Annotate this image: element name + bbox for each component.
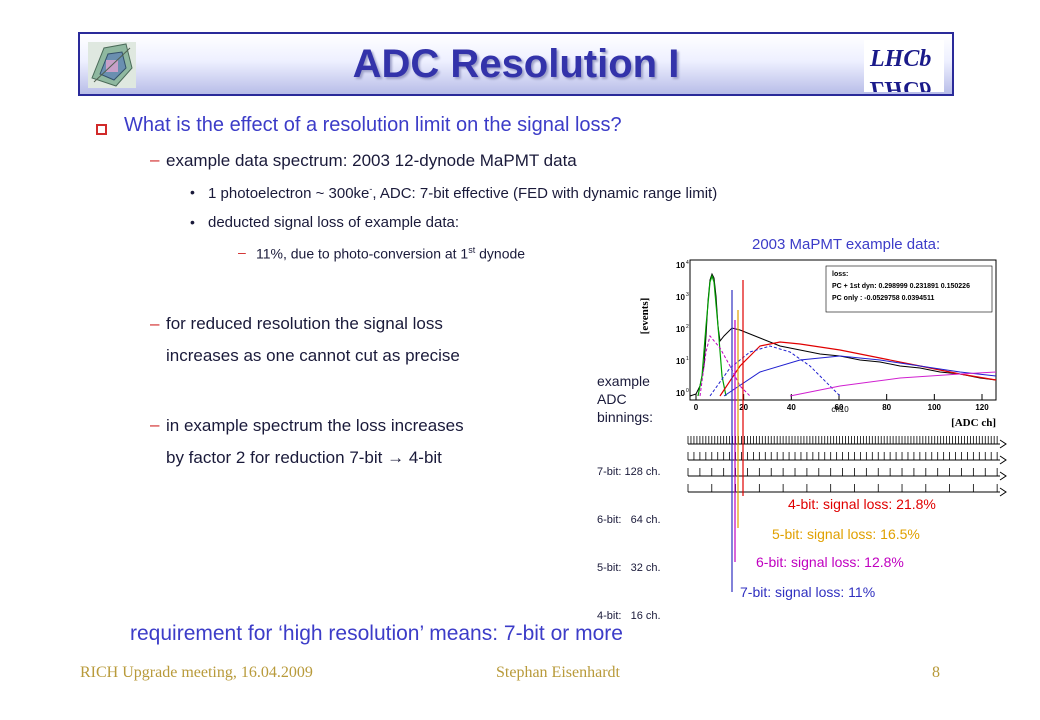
- x-axis-label: [ADC ch]: [951, 417, 996, 429]
- photo-bullet: 1 photoelectron ~ 300ke-, ADC: 7-bit eff…: [208, 184, 718, 202]
- y-tick-exponent: 2: [686, 324, 689, 330]
- x-tick-label: 20: [739, 403, 748, 412]
- first-dynode-fit: [709, 345, 841, 397]
- crosstalk-fit: [699, 334, 751, 397]
- svg-text:LHCb: LHCb: [869, 76, 931, 92]
- x-tick-label: 40: [787, 403, 796, 412]
- square-bullet-icon: [96, 124, 107, 135]
- main-bullet: What is the effect of a resolution limit…: [124, 114, 622, 136]
- binnings-title-line: ADC: [597, 391, 627, 407]
- deducted-bullet: deducted signal loss of example data:: [208, 214, 459, 231]
- y-tick-exponent: 4: [686, 260, 689, 266]
- binning-6bit: 6-bit: 64 ch.: [597, 514, 661, 526]
- x-tick-label: 0: [694, 403, 699, 412]
- plot-frame: [689, 259, 997, 401]
- ruler-6bit: [687, 452, 1007, 465]
- loss-5bit: 5-bit: signal loss: 16.5%: [772, 526, 920, 542]
- y-tick-exponent: 0: [686, 388, 689, 394]
- binnings-title-line: example: [597, 373, 650, 389]
- binnings-list: 7-bit: 128 ch. 6-bit: 64 ch. 5-bit: 32 c…: [597, 432, 661, 640]
- dash-bullet-icon: –: [238, 244, 246, 260]
- ruler-5bit: [687, 468, 1007, 481]
- y-tick-label: 10: [676, 357, 685, 366]
- y-tick-label: 10: [676, 389, 685, 398]
- y-tick-label: 10: [676, 261, 685, 270]
- lhcb-logo: LHCb LHCb: [864, 40, 944, 102]
- x-tick-label: 120: [975, 403, 989, 412]
- footer-author: Stephan Eisenhardt: [496, 664, 620, 681]
- y-axis-label: [events]: [640, 298, 651, 335]
- svg-text:LHCb: LHCb: [869, 46, 931, 72]
- dot-bullet-icon: •: [190, 214, 195, 230]
- pedestal-fit: [697, 274, 727, 397]
- x-ticks: 0 20 40 60 80 100 120: [694, 394, 989, 412]
- binning-rulers: [687, 280, 1007, 592]
- ruler-arrow-icon: [999, 439, 1007, 449]
- title-bar: ADC Resolution I LHCb LHCb: [78, 32, 954, 102]
- ruler-arrow-icon: [999, 471, 1007, 481]
- legend-row-2: PC only : -0.0529758 0.0394511: [832, 295, 934, 302]
- footer-page-number: 8: [932, 664, 940, 681]
- binning-5bit: 5-bit: 32 ch.: [597, 562, 661, 574]
- ruler-arrow-icon: [999, 455, 1007, 465]
- legend-title: loss:: [832, 271, 848, 278]
- footer-meeting: RICH Upgrade meeting, 16.04.2009: [80, 664, 313, 681]
- legend-row-1: PC + 1st dyn: 0.298999 0.231891 0.150226: [832, 283, 970, 290]
- binning-7bit: 7-bit: 128 ch.: [597, 466, 661, 478]
- x-tick-label: 60: [835, 403, 844, 412]
- dash-bullet-icon: –: [150, 415, 160, 434]
- double-pe-fit: [789, 371, 997, 397]
- y-tick-label: 10: [676, 293, 685, 302]
- loss-4bit: 4-bit: signal loss: 21.8%: [788, 496, 936, 512]
- requirement-bullet: requirement for ‘high resolution’ means:…: [130, 622, 623, 645]
- y-tick-exponent: 3: [686, 292, 689, 298]
- dash-bullet-icon: –: [150, 314, 160, 333]
- figure-caption: 2003 MaPMT example data:: [752, 236, 941, 253]
- dot-bullet-icon: •: [190, 184, 195, 200]
- fit-legend: [825, 265, 993, 313]
- binnings-title: example ADC binnings:: [597, 372, 653, 426]
- loss-6bit: 6-bit: signal loss: 12.8%: [756, 554, 904, 570]
- reduced-line-2: increases as one cannot cut as precise: [166, 346, 460, 365]
- ruler-4bit: [687, 484, 1007, 497]
- reduced-line-1: for reduced resolution the signal loss: [166, 314, 443, 333]
- ruler-arrow-icon: [999, 487, 1007, 497]
- y-tick-exponent: 1: [686, 356, 689, 362]
- x-axis-name: ch10: [831, 405, 849, 414]
- example-bullet: example data spectrum: 2003 12-dynode Ma…: [166, 151, 577, 170]
- x-tick-label: 100: [928, 403, 942, 412]
- slide-title: ADC Resolution I: [352, 42, 680, 86]
- increase-line-2: by factor 2 for reduction 7-bit → 4-bit: [166, 448, 442, 467]
- x-tick-label: 80: [882, 403, 891, 412]
- loss-7bit: 7-bit: signal loss: 11%: [740, 584, 876, 600]
- rich-detector-logo: [86, 38, 138, 92]
- increase-line-1: in example spectrum the loss increases: [166, 416, 464, 435]
- binning-4bit: 4-bit: 16 ch.: [597, 610, 661, 622]
- loss-bullet: 11%, due to photo-conversion at 1st dyno…: [256, 245, 526, 262]
- y-tick-label: 10: [676, 325, 685, 334]
- photoelectron-fit: [723, 355, 997, 397]
- binnings-title-line: binnings:: [597, 409, 654, 425]
- total-fit: [719, 341, 997, 397]
- arrow-right-icon: →: [387, 448, 405, 467]
- ruler-7bit: [687, 436, 1007, 449]
- dash-bullet-icon: –: [150, 150, 160, 169]
